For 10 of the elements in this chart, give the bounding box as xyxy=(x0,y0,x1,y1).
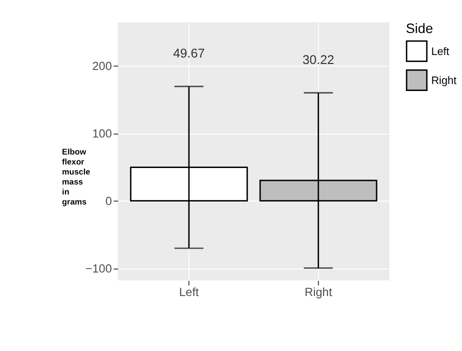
annotation: 49.67 xyxy=(173,46,205,60)
y-tick-label: 100 xyxy=(92,128,112,141)
legend-label: Right xyxy=(431,74,457,87)
y-tick-label: −100 xyxy=(85,262,112,276)
y-axis-title: Elbow flexor muscle mass in grams xyxy=(62,147,91,206)
y-tick-label: 200 xyxy=(92,60,112,74)
annotation: 30.22 xyxy=(302,52,334,67)
legend-label: Left xyxy=(431,46,450,58)
legend-title: Side xyxy=(406,21,434,36)
y-tick-label: 0 xyxy=(105,194,112,208)
